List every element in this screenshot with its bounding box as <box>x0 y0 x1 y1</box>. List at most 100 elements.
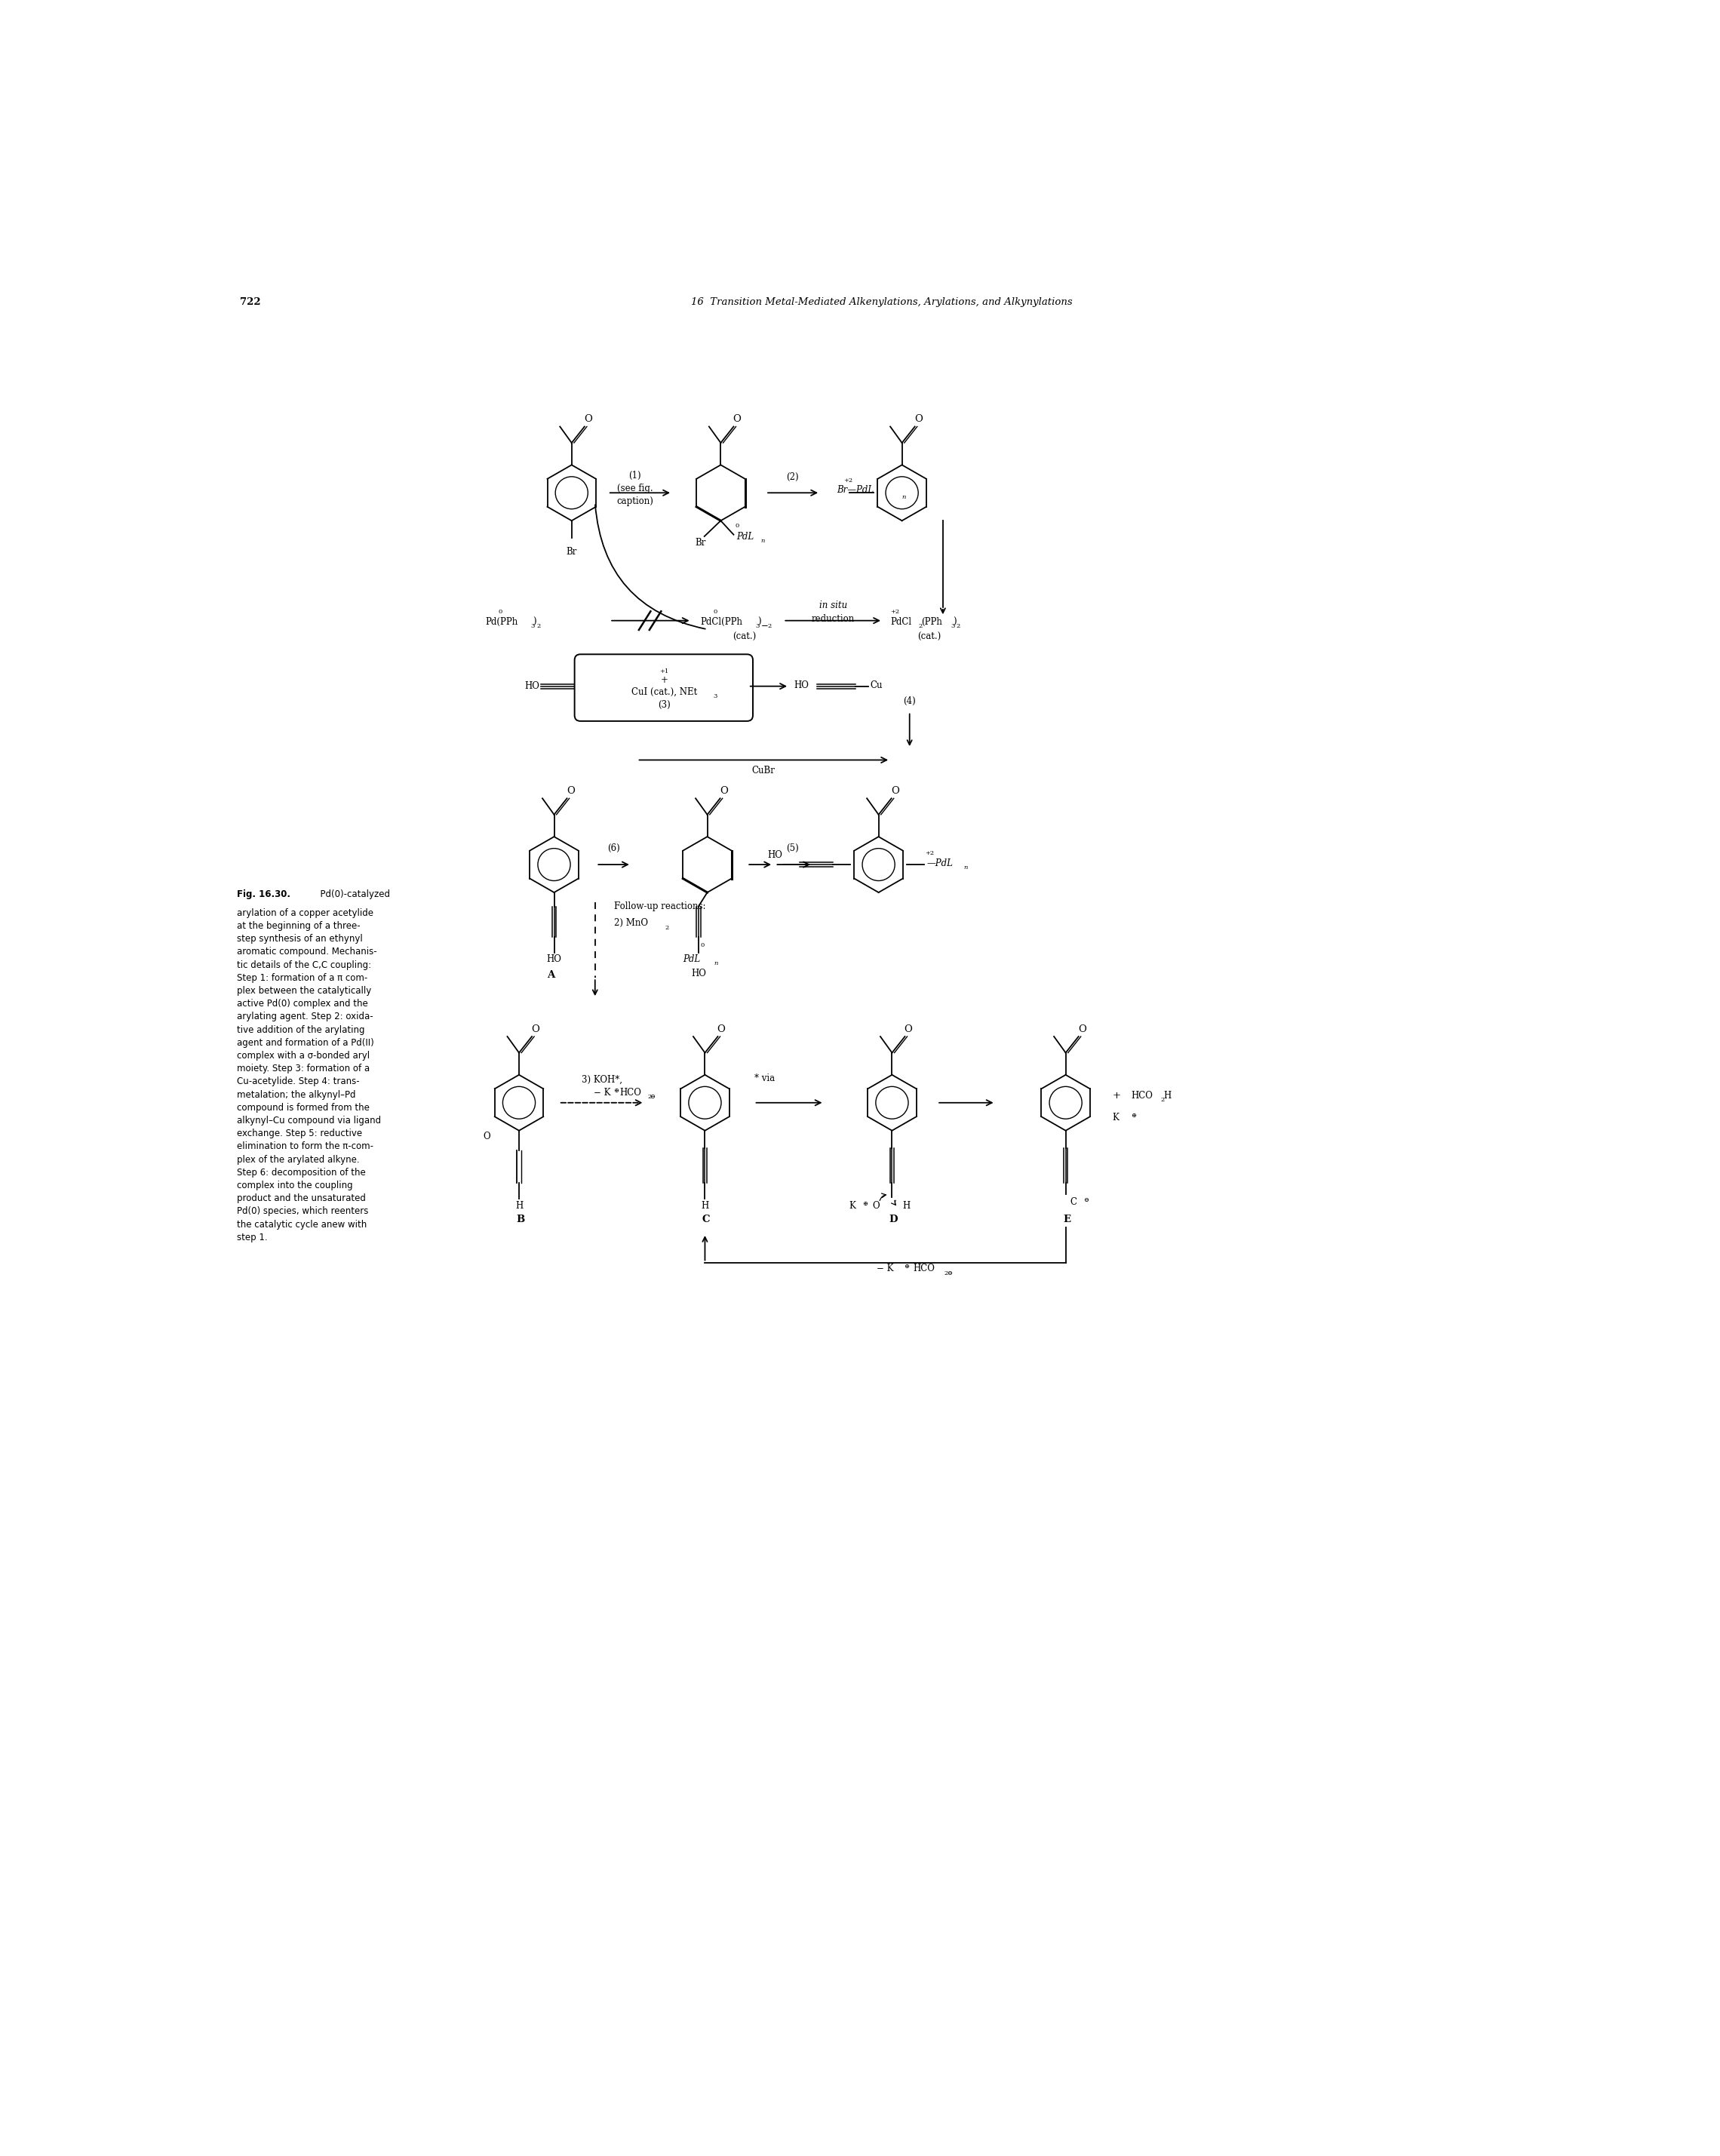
Text: +2: +2 <box>843 479 853 483</box>
Text: − K: − K <box>877 1263 894 1274</box>
Text: ⊕: ⊕ <box>905 1263 910 1270</box>
Text: ): ) <box>533 617 537 627</box>
Text: HO: HO <box>767 849 783 860</box>
Text: PdL: PdL <box>683 955 700 964</box>
Text: HO: HO <box>795 679 808 690</box>
Text: H: H <box>516 1201 523 1212</box>
Text: 2) MnO: 2) MnO <box>614 918 648 927</box>
Text: (4): (4) <box>903 696 915 705</box>
Text: HO: HO <box>525 681 540 692</box>
Text: +1: +1 <box>659 668 669 675</box>
Text: 2: 2 <box>944 1270 948 1276</box>
Text: 3: 3 <box>755 623 759 630</box>
Text: HCO: HCO <box>1132 1091 1152 1100</box>
Text: D: D <box>889 1214 898 1225</box>
Text: (3): (3) <box>657 701 671 709</box>
Text: CuBr: CuBr <box>752 765 776 776</box>
Text: +2: +2 <box>891 608 900 614</box>
Text: O: O <box>905 1024 913 1035</box>
Text: ⊖: ⊖ <box>650 1093 655 1100</box>
Text: arylation of a copper acetylide
at the beginning of a three-
step synthesis of a: arylation of a copper acetylide at the b… <box>237 908 382 1242</box>
Text: n: n <box>714 962 719 966</box>
Text: (1): (1) <box>628 470 642 481</box>
Text: O: O <box>717 1024 726 1035</box>
Text: O: O <box>1078 1024 1085 1035</box>
Text: 2: 2 <box>956 623 960 630</box>
Text: K: K <box>850 1201 857 1212</box>
Text: 2: 2 <box>537 623 540 630</box>
Text: 2: 2 <box>648 1093 652 1100</box>
Text: Br: Br <box>566 548 576 556</box>
Text: 2: 2 <box>767 623 772 630</box>
Text: PdCl(PPh: PdCl(PPh <box>700 617 743 627</box>
Text: ⊕: ⊕ <box>862 1201 867 1207</box>
Text: 2: 2 <box>918 623 922 630</box>
Text: CuI (cat.), NEt: CuI (cat.), NEt <box>631 688 697 696</box>
Text: E: E <box>1063 1214 1070 1225</box>
Text: (6): (6) <box>607 843 619 854</box>
Text: Pd(PPh: Pd(PPh <box>485 617 518 627</box>
Text: n: n <box>760 537 764 543</box>
Text: 0: 0 <box>700 942 703 949</box>
Text: ): ) <box>953 617 956 627</box>
Text: 3: 3 <box>531 623 535 630</box>
Text: Cu: Cu <box>870 679 882 690</box>
Text: O: O <box>872 1201 879 1212</box>
Text: Br—PdL: Br—PdL <box>838 485 874 496</box>
Text: H: H <box>1164 1091 1171 1100</box>
Text: − K: − K <box>593 1087 611 1097</box>
Text: 3: 3 <box>951 623 955 630</box>
Text: 3) KOH*,: 3) KOH*, <box>581 1076 623 1084</box>
Text: O: O <box>483 1132 490 1141</box>
Text: Fig. 16.30.: Fig. 16.30. <box>237 890 291 899</box>
Text: HCO: HCO <box>619 1087 642 1097</box>
Text: Follow-up reactions:: Follow-up reactions: <box>614 901 705 912</box>
Text: H: H <box>702 1201 709 1212</box>
Text: O: O <box>531 1024 540 1035</box>
Text: Br: Br <box>695 537 705 548</box>
Text: (2): (2) <box>786 472 798 481</box>
Text: ): ) <box>757 617 760 627</box>
Text: +: + <box>1113 1091 1121 1100</box>
Text: H: H <box>903 1201 910 1212</box>
Text: C: C <box>1070 1197 1077 1207</box>
Text: C: C <box>702 1214 710 1225</box>
Text: ⊕: ⊕ <box>614 1089 619 1093</box>
Text: n: n <box>901 494 906 500</box>
Text: Pd(0)-catalyzed: Pd(0)-catalyzed <box>315 890 390 899</box>
Text: HO: HO <box>691 968 705 979</box>
Text: reduction: reduction <box>812 614 855 623</box>
Text: in situ: in situ <box>819 602 846 610</box>
Text: ⊕: ⊕ <box>1132 1112 1137 1119</box>
Text: (see fig.: (see fig. <box>617 483 654 494</box>
Text: ⊖: ⊖ <box>1084 1197 1089 1203</box>
Text: (cat.): (cat.) <box>918 632 941 642</box>
Text: PdCl: PdCl <box>891 617 912 627</box>
Text: O: O <box>915 414 922 425</box>
Text: 16  Transition Metal-Mediated Alkenylations, Arylations, and Alkynylations: 16 Transition Metal-Mediated Alkenylatio… <box>691 298 1072 306</box>
FancyBboxPatch shape <box>574 653 753 720</box>
Text: O: O <box>583 414 592 425</box>
Text: 0: 0 <box>714 608 717 614</box>
Text: 722: 722 <box>239 298 260 306</box>
Text: —PdL: —PdL <box>927 858 953 869</box>
Text: * via: * via <box>753 1074 774 1084</box>
Text: +: + <box>660 675 667 686</box>
Text: (cat.): (cat.) <box>733 632 755 642</box>
Text: HO: HO <box>547 955 562 964</box>
Text: caption): caption) <box>616 496 654 507</box>
Text: B: B <box>516 1214 525 1225</box>
Text: O: O <box>719 787 728 796</box>
Text: ⊖: ⊖ <box>946 1270 951 1276</box>
Text: O: O <box>566 787 574 796</box>
Text: HCO: HCO <box>913 1263 936 1274</box>
Text: K: K <box>1113 1112 1120 1123</box>
Text: +2: +2 <box>925 849 934 856</box>
Text: 0: 0 <box>499 608 502 614</box>
Text: O: O <box>733 414 741 425</box>
Text: 3: 3 <box>714 694 717 699</box>
Text: PdL: PdL <box>736 533 753 541</box>
Text: (5): (5) <box>786 843 800 854</box>
Text: A: A <box>547 970 556 981</box>
Text: (PPh: (PPh <box>922 617 943 627</box>
